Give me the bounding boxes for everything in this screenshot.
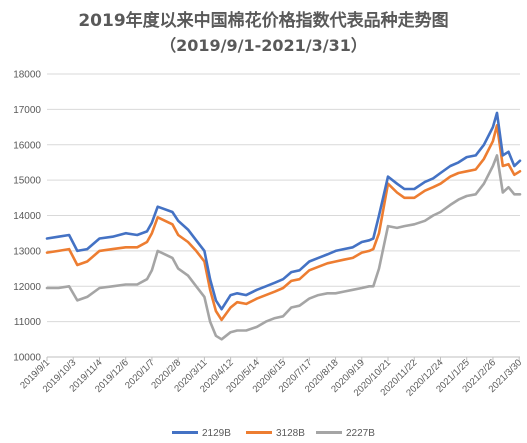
legend-swatch <box>172 430 198 434</box>
y-tick-labels: 10000 11000 12000 13000 14000 15000 16000 17000… <box>13 70 41 364</box>
legend-label: 3128B <box>276 428 305 439</box>
legend-swatch <box>246 430 272 434</box>
legend-swatch <box>316 430 342 434</box>
grid-layer <box>46 73 520 361</box>
y-tick-label: 13000 <box>13 246 41 257</box>
y-tick-label: 17000 <box>13 105 41 116</box>
legend-item-2129B: 2129B <box>172 428 231 439</box>
legend-label: 2227B <box>346 428 375 439</box>
y-tick-label: 11000 <box>14 317 42 328</box>
series-line-2129B <box>45 111 522 311</box>
legend-label: 2129B <box>202 428 231 439</box>
legend-item-3128B: 3128B <box>246 428 305 439</box>
series-line-2227B <box>45 154 522 341</box>
series-layer <box>45 111 522 341</box>
legend-item-2227B: 2227B <box>316 428 375 439</box>
y-tick-label: 10000 <box>13 353 41 364</box>
series-line-3128B <box>45 124 522 322</box>
y-tick-label: 14000 <box>13 211 41 222</box>
legend: 2129B 3128B 2227B <box>0 428 527 443</box>
y-tick-label: 18000 <box>13 70 41 81</box>
chart-title: 2019年度以来中国棉花价格指数代表品种走势图 <box>78 11 449 31</box>
y-tick-label: 15000 <box>13 176 41 187</box>
x-tick-labels: 2019/9/12019/10/32019/11/42019/12/62020/… <box>18 357 524 398</box>
y-tick-label: 16000 <box>13 140 41 151</box>
y-tick-label: 12000 <box>13 282 41 293</box>
chart-subtitle: （2019/9/1-2021/3/31） <box>160 36 367 55</box>
